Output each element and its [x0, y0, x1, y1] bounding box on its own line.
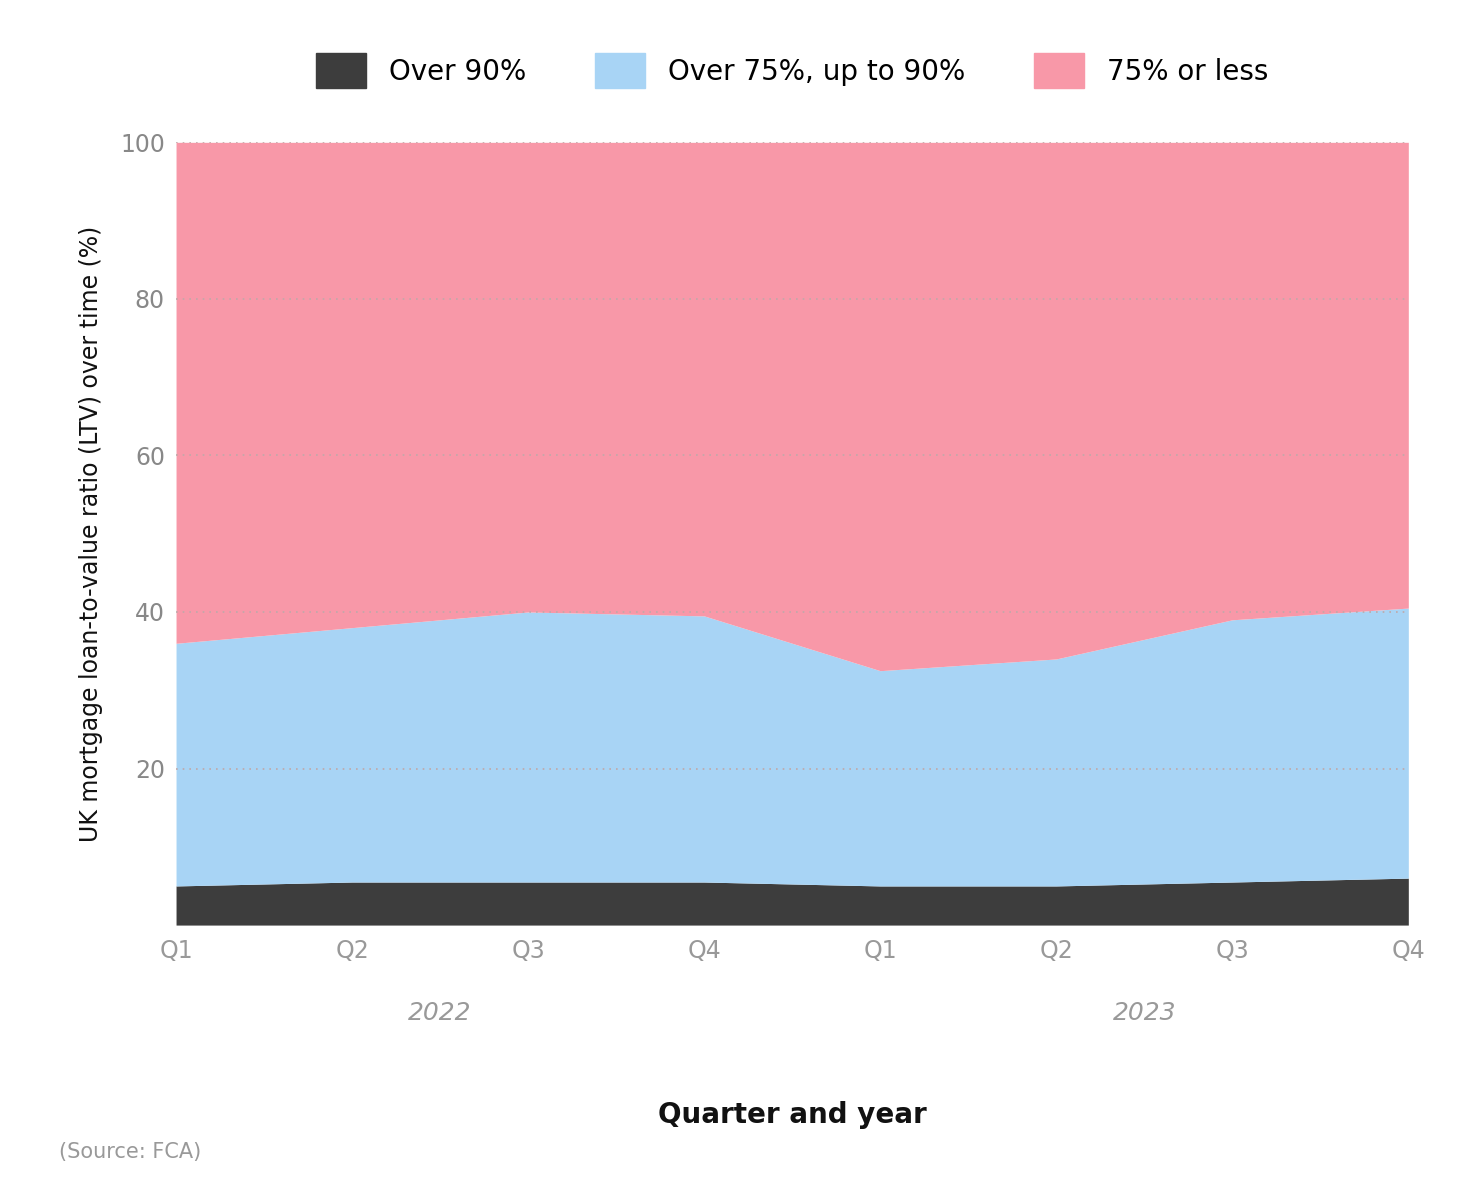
Text: (Source: FCA): (Source: FCA) [59, 1142, 201, 1162]
Y-axis label: UK mortgage loan-to-value ratio (LTV) over time (%): UK mortgage loan-to-value ratio (LTV) ov… [79, 225, 103, 842]
Text: Quarter and year: Quarter and year [657, 1101, 927, 1129]
Text: 2022: 2022 [408, 1001, 472, 1026]
Text: 2023: 2023 [1112, 1001, 1177, 1026]
Legend: Over 90%, Over 75%, up to 90%, 75% or less: Over 90%, Over 75%, up to 90%, 75% or le… [302, 39, 1282, 102]
